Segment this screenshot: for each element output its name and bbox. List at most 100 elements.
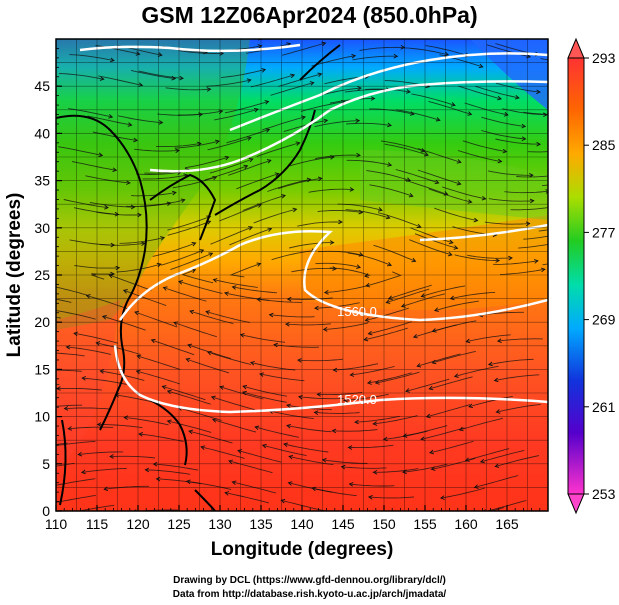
streamline bbox=[414, 233, 458, 249]
streamline bbox=[96, 211, 142, 216]
streamline bbox=[332, 429, 378, 432]
streamline-arrowhead bbox=[63, 406, 69, 411]
streamline-arrowhead bbox=[434, 307, 439, 312]
streamline bbox=[104, 485, 149, 490]
streamline-arrowhead bbox=[402, 469, 407, 475]
streamline bbox=[297, 221, 342, 227]
streamline bbox=[386, 288, 430, 304]
streamline-arrowhead bbox=[387, 262, 392, 267]
streamline-arrowhead bbox=[363, 336, 369, 342]
streamline bbox=[373, 244, 416, 262]
streamline-arrowhead bbox=[349, 372, 355, 377]
streamline bbox=[312, 487, 357, 497]
streamline-arrowhead bbox=[467, 111, 473, 116]
streamline-arrowhead bbox=[385, 299, 391, 304]
streamline-arrowhead bbox=[254, 425, 260, 431]
streamline-arrowhead bbox=[16, 515, 20, 519]
streamline-arrowhead bbox=[112, 167, 118, 173]
streamline-arrowhead bbox=[243, 164, 249, 170]
streamline-arrowhead bbox=[458, 426, 464, 432]
streamline bbox=[425, 45, 470, 57]
streamline-arrowhead bbox=[246, 136, 252, 141]
streamline-arrowhead bbox=[259, 372, 264, 377]
streamline-arrowhead bbox=[370, 96, 376, 101]
streamline-arrowhead bbox=[552, 205, 556, 209]
streamline bbox=[373, 468, 419, 473]
streamline-arrowhead bbox=[377, 207, 383, 212]
streamline bbox=[130, 69, 176, 80]
streamline-arrowhead bbox=[416, 223, 422, 228]
streamline bbox=[160, 249, 204, 266]
streamline-arrowhead bbox=[138, 431, 143, 437]
credit-data: Data from http://database.rish.kyoto-u.a… bbox=[172, 589, 447, 600]
streamline-arrowhead bbox=[228, 459, 234, 465]
streamline-arrowhead bbox=[248, 226, 253, 231]
streamline-arrowhead bbox=[23, 448, 27, 452]
streamline bbox=[285, 323, 331, 326]
streamline-arrowhead bbox=[351, 53, 357, 59]
streamline bbox=[396, 109, 440, 121]
streamline bbox=[220, 69, 266, 79]
streamline-arrowhead bbox=[30, 468, 34, 472]
streamline bbox=[277, 177, 322, 190]
streamline-arrowhead bbox=[256, 297, 262, 302]
streamline bbox=[344, 393, 389, 401]
coastlines bbox=[56, 44, 341, 511]
streamline-arrowhead bbox=[188, 429, 194, 435]
streamline-arrowhead bbox=[321, 41, 327, 47]
streamline-arrowhead bbox=[242, 384, 248, 390]
streamline bbox=[468, 395, 513, 408]
streamline-arrowhead bbox=[323, 118, 329, 124]
streamline-arrowhead bbox=[416, 363, 422, 368]
streamline bbox=[315, 262, 361, 268]
x-axis-label: Longitude (degrees) bbox=[211, 539, 394, 560]
streamline-arrowhead bbox=[223, 291, 229, 296]
streamline-arrowhead bbox=[529, 198, 535, 204]
streamline bbox=[352, 55, 398, 61]
streamline bbox=[344, 89, 390, 93]
streamline bbox=[308, 188, 354, 193]
streamline-arrowhead bbox=[521, 123, 527, 129]
streamline-arrowhead bbox=[508, 255, 513, 261]
streamline-arrowhead bbox=[494, 463, 500, 468]
streamline bbox=[155, 142, 201, 148]
x-tick-label: 155 bbox=[413, 516, 437, 532]
streamline bbox=[56, 478, 96, 486]
streamline-arrowhead bbox=[478, 63, 484, 69]
wind-streamlines bbox=[16, 39, 556, 519]
streamline-arrowhead bbox=[322, 327, 328, 332]
streamline bbox=[178, 50, 224, 54]
streamline bbox=[226, 128, 270, 144]
streamline bbox=[167, 220, 211, 236]
y-tick-label: 45 bbox=[34, 78, 50, 94]
streamline bbox=[82, 377, 127, 385]
streamline-arrowhead bbox=[134, 310, 139, 316]
streamline-arrowhead bbox=[180, 198, 186, 203]
y-tick-label: 25 bbox=[34, 267, 50, 283]
streamline-arrowhead bbox=[286, 296, 292, 302]
streamline bbox=[450, 291, 496, 300]
streamline-arrowhead bbox=[212, 278, 218, 283]
streamline bbox=[232, 286, 278, 294]
streamline bbox=[134, 148, 180, 152]
streamline bbox=[228, 460, 273, 474]
streamline-arrowhead bbox=[268, 312, 274, 318]
streamline-arrowhead bbox=[130, 204, 136, 210]
colorbar-label: 285 bbox=[592, 137, 616, 153]
streamline bbox=[69, 54, 114, 62]
y-tick-label: 15 bbox=[34, 361, 50, 377]
streamline-arrowhead bbox=[261, 443, 267, 449]
streamline bbox=[502, 108, 547, 116]
streamline-arrowhead bbox=[171, 190, 177, 196]
streamline-arrowhead bbox=[367, 494, 373, 500]
streamline bbox=[242, 194, 286, 211]
streamline-arrowhead bbox=[281, 194, 287, 199]
x-tick-label: 160 bbox=[454, 516, 478, 532]
streamline bbox=[78, 451, 124, 456]
streamline bbox=[255, 426, 299, 438]
streamline bbox=[369, 108, 414, 115]
streamline-arrowhead bbox=[133, 137, 139, 143]
streamline-arrowhead bbox=[284, 322, 290, 327]
contour-label-1520: 1520.0 bbox=[337, 392, 377, 407]
streamline bbox=[74, 332, 119, 344]
